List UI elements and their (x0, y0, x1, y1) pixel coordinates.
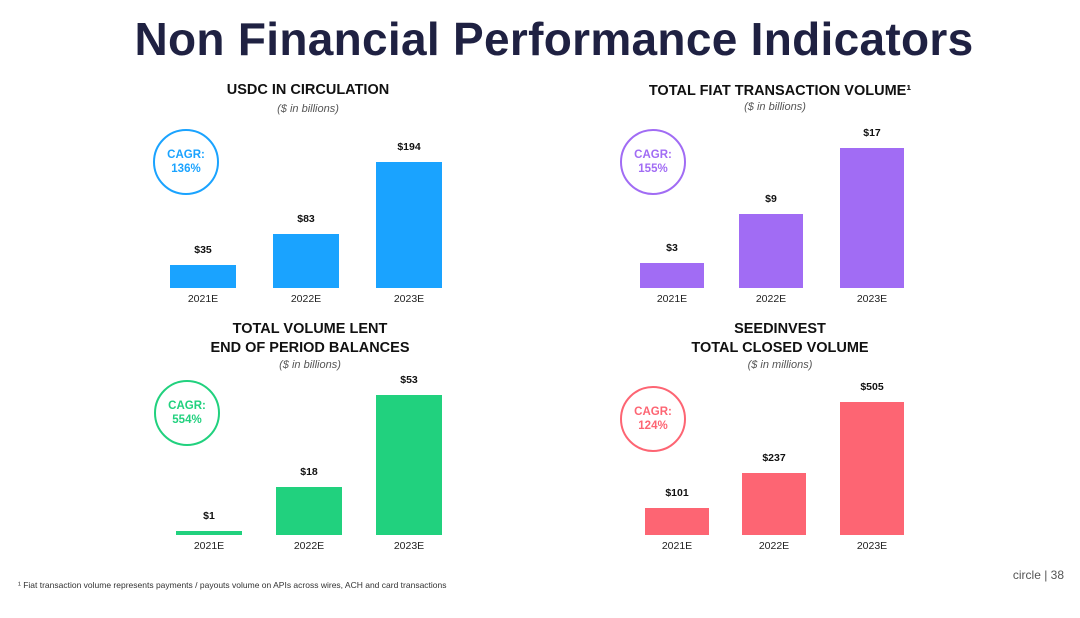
bar-value-label: $18 (300, 466, 318, 479)
bar-value-label: $101 (665, 487, 689, 500)
bar-value-label: $9 (765, 192, 777, 205)
category-label: 2023E (856, 293, 888, 305)
bar-2022e (739, 213, 803, 288)
chart-title: USDC IN CIRCULATION (226, 82, 390, 98)
cagr-badge: CAGR: 136% (153, 129, 219, 195)
category-label: 2021E (656, 293, 688, 305)
chart-title: SEEDINVEST TOTAL CLOSED VOLUME (691, 321, 869, 356)
bar-value-label: $53 (400, 374, 418, 386)
footnote: ¹ Fiat transaction volume represents pay… (18, 580, 447, 590)
category-label: 2022E (758, 540, 790, 552)
bar-value-label: $3 (666, 242, 678, 255)
page-title: Non Financial Performance Indicators (134, 13, 974, 65)
bar-2022e (276, 487, 342, 535)
cagr-badge: CAGR: 554% (154, 380, 220, 446)
cagr-badge: CAGR: 124% (620, 386, 686, 452)
bar-value-label: $35 (194, 244, 212, 257)
chart-subtitle: ($ in billions) (279, 359, 341, 371)
category-label: 2021E (193, 540, 225, 552)
bar-value-label: $1 (203, 510, 215, 522)
cagr-value: 124% (638, 420, 668, 432)
chart-title: TOTAL VOLUME LENT END OF PERIOD BALANCES (210, 321, 410, 356)
bar-2021e (170, 265, 236, 288)
category-label: 2023E (393, 540, 425, 552)
cagr-badge: CAGR: 155% (620, 129, 686, 195)
category-label: 2022E (755, 293, 787, 305)
page-footer: circle | 38 (1012, 568, 1064, 582)
category-label: 2021E (187, 293, 219, 305)
category-label: 2021E (661, 540, 693, 552)
category-label: 2023E (856, 540, 888, 552)
bar-value-label: $194 (397, 141, 421, 153)
chart-subtitle: ($ in millions) (747, 359, 813, 371)
bar-value-label: $83 (297, 213, 315, 226)
chart-subtitle: ($ in billions) (744, 101, 806, 113)
bar-2021e (645, 508, 709, 535)
bar-2021e (640, 263, 704, 288)
chart-subtitle: ($ in billions) (277, 103, 339, 115)
bar-2022e (742, 472, 806, 535)
bar-value-label: $17 (863, 127, 881, 139)
category-label: 2022E (293, 540, 325, 552)
bar-2023e (376, 162, 442, 288)
cagr-label: CAGR: (168, 400, 206, 412)
cagr-value: 155% (638, 163, 668, 175)
chart-title: TOTAL FIAT TRANSACTION VOLUME¹ (648, 83, 912, 99)
cagr-value: 136% (171, 163, 201, 175)
bar-2023e (376, 395, 442, 535)
bar-2021e (176, 531, 242, 535)
category-label: 2022E (290, 293, 322, 305)
cagr-label: CAGR: (634, 149, 672, 161)
cagr-label: CAGR: (634, 406, 672, 418)
bar-2022e (273, 234, 339, 288)
bar-value-label: $237 (762, 451, 786, 464)
bar-2023e (840, 402, 904, 535)
cagr-value: 554% (172, 414, 202, 426)
cagr-label: CAGR: (167, 149, 205, 161)
category-label: 2023E (393, 293, 425, 305)
bar-2023e (840, 148, 904, 288)
bar-value-label: $505 (860, 381, 884, 393)
